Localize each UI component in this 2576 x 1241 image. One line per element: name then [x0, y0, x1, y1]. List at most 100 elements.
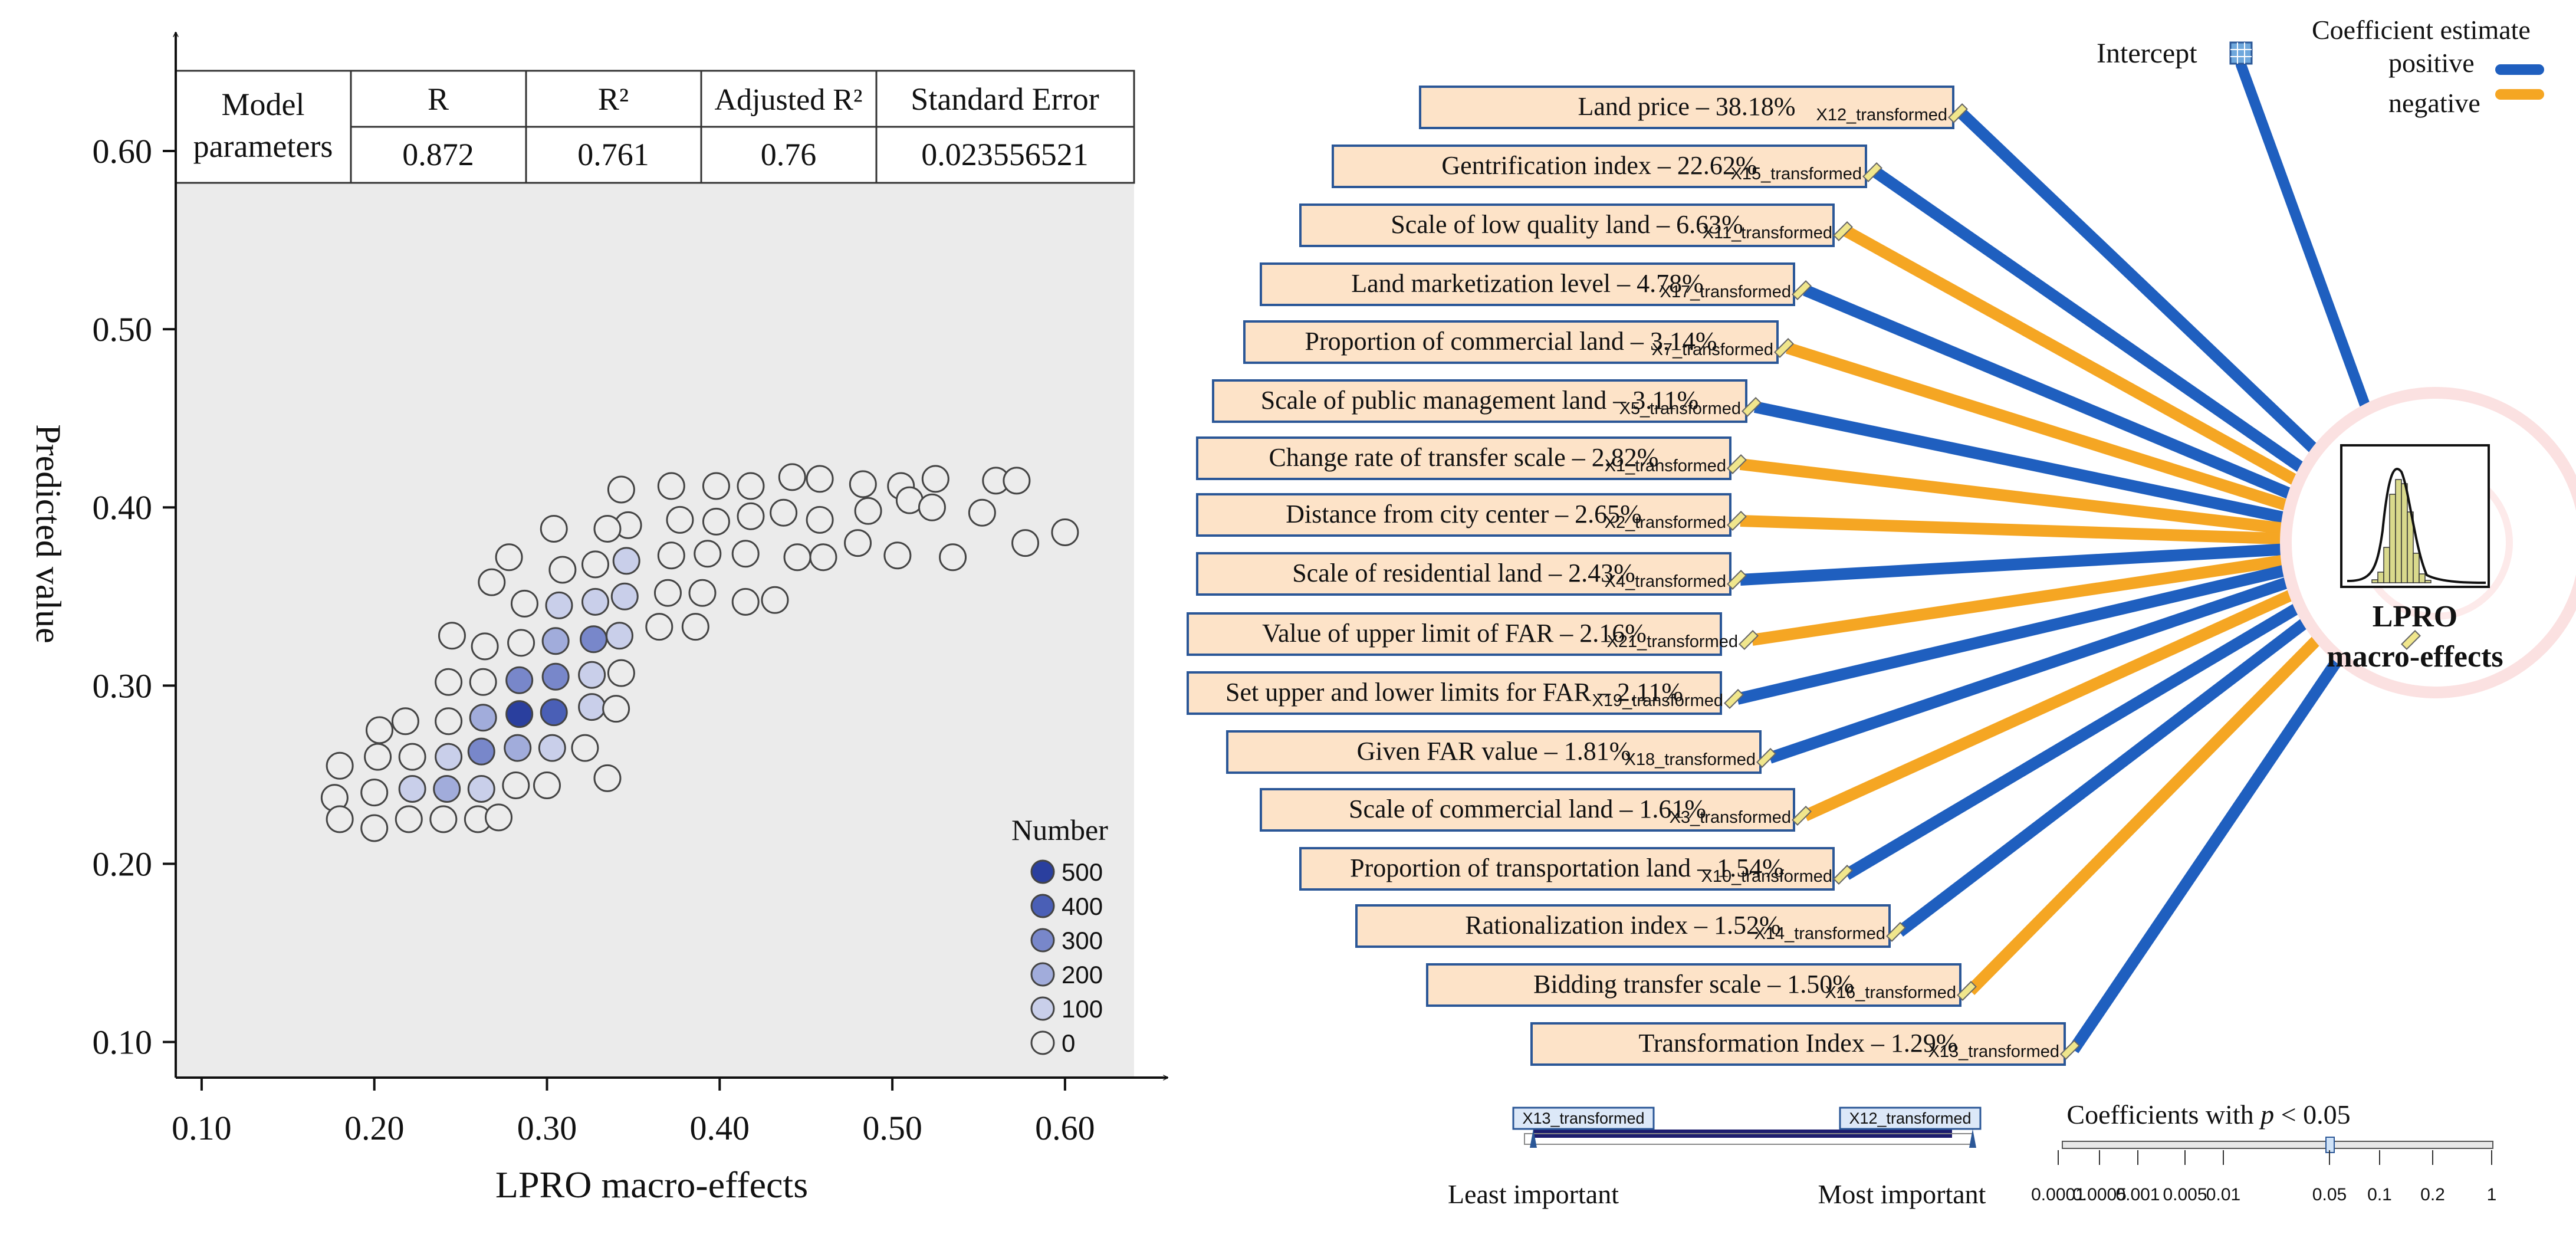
variable-tag: X10_transformed	[1701, 867, 1832, 886]
most-important-pointer	[1969, 1129, 1976, 1148]
scatter-point	[478, 568, 506, 596]
legend-label: 500	[1062, 858, 1103, 886]
importance-bar-label: Land marketization level – 4.78%	[1351, 269, 1703, 298]
importance-bar	[1187, 671, 1722, 715]
histogram-bin	[2424, 580, 2432, 583]
most-important-tag-text: X12_transformed	[1849, 1109, 1971, 1127]
table-header-adjusted-r2: Adjusted R²	[714, 83, 862, 117]
coefficient-spokes	[1736, 60, 2373, 1053]
importance-bar-label: Distance from city center – 2.65%	[1286, 500, 1642, 528]
scatter-point	[502, 771, 530, 800]
ruler-icon	[1886, 922, 1906, 942]
table-value-adjusted-r2: 0.76	[761, 137, 817, 172]
legend-label: 300	[1062, 927, 1103, 954]
scatter-point	[681, 613, 709, 641]
importance-bar-label: Proportion of commercial land – 3.14%	[1305, 327, 1717, 356]
importance-bar-label: Scale of residential land – 2.43%	[1292, 559, 1635, 587]
coefficient-spoke	[1751, 554, 2290, 646]
scatter-point	[593, 514, 622, 543]
x-tick-label: 0.60	[1035, 1109, 1095, 1147]
scatter-point	[1051, 518, 1079, 547]
ruler-icon	[1727, 454, 1747, 474]
importance-bar-label: Proportion of transportation land – 1.54…	[1350, 853, 1784, 882]
scatter-point	[326, 751, 354, 780]
coefficient-spoke	[1740, 515, 2288, 545]
scatter-point	[469, 704, 497, 732]
scatter-point	[783, 543, 811, 572]
ruler-icon	[1833, 221, 1853, 241]
scatter-point	[541, 662, 570, 691]
histogram-bin	[2377, 572, 2384, 583]
variable-tag: X1_transformed	[1605, 457, 1726, 475]
importance-bar-label: Change rate of transfer scale – 2.82%	[1269, 443, 1659, 472]
table-icon	[2229, 41, 2253, 65]
x-ticks: 0.10 0.20 0.30 0.40 0.50 0.60	[172, 1078, 1095, 1147]
table-header-model: Model	[222, 87, 305, 122]
scatter-point	[657, 541, 685, 570]
variable-tag: X12_transformed	[1816, 106, 1947, 124]
p-tick-label: 0.001	[2115, 1185, 2160, 1204]
importance-bar-label: Gentrification index – 22.62%	[1441, 151, 1757, 180]
variable-tag: X4_transformed	[1605, 572, 1726, 591]
intercept-label: Intercept	[2097, 38, 2197, 69]
variable-tag: X14_transformed	[1754, 924, 1885, 943]
y-ticks: 0.10 0.20 0.30 0.40 0.50 0.60	[93, 132, 176, 1062]
scatter-point	[578, 661, 606, 689]
scatter-point	[702, 472, 730, 500]
coefficient-spoke	[1872, 167, 2315, 480]
scatter-point	[505, 700, 534, 728]
variable-tag: X15_transformed	[1731, 165, 1862, 183]
ruler-icon	[1742, 397, 1762, 417]
importance-bar	[1260, 262, 1795, 306]
p-scale-title: Coefficients with p < 0.05	[2066, 1099, 2350, 1130]
scatter-point	[653, 579, 682, 607]
p-tick-label: 0.2	[2420, 1185, 2445, 1204]
coef-legend-negative: negative	[2388, 88, 2480, 118]
legend-label: 100	[1062, 995, 1103, 1023]
scatter-point	[429, 805, 458, 833]
table-value-r2: 0.761	[577, 137, 649, 172]
most-important-tag	[1839, 1107, 1982, 1130]
scatter-point	[548, 556, 577, 584]
p-value-scale: Coefficients with p < 0.05 0.00010.00050…	[2031, 1099, 2496, 1204]
importance-bar	[1243, 320, 1779, 364]
scatter-point	[612, 547, 640, 575]
importance-bar-label: Rationalization index – 1.52%	[1465, 911, 1780, 940]
variable-tag: X3_transformed	[1670, 808, 1791, 827]
scatter-point	[471, 632, 499, 661]
scatter-point	[688, 579, 717, 607]
scatter-points	[320, 463, 1079, 842]
scatter-point	[505, 666, 534, 694]
scatter-point	[467, 775, 495, 803]
scatter-point	[495, 543, 523, 572]
scatter-point	[545, 591, 573, 619]
p-tick-label: 0.005	[2163, 1185, 2207, 1204]
legend-swatch	[1030, 859, 1055, 884]
scatter-point	[939, 543, 967, 572]
scatter-point	[602, 695, 630, 723]
coef-legend-title: Coefficient estimate	[2312, 15, 2531, 45]
y-tick-label: 0.50	[93, 310, 153, 349]
scatter-point	[1003, 467, 1031, 495]
importance-bar-label: Transformation Index – 1.29%	[1639, 1029, 1958, 1058]
x-tick-label: 0.20	[344, 1109, 405, 1147]
scatter-point	[657, 472, 685, 500]
scatter-point	[510, 589, 538, 618]
model-table: Model parameters R R² Adjusted R² Standa…	[175, 70, 1135, 184]
legend-swatch	[1030, 1030, 1055, 1055]
variable-tag: X7_transformed	[1652, 340, 1773, 359]
y-tick-label: 0.20	[93, 845, 153, 883]
histogram-bin	[2401, 483, 2408, 583]
variable-tag: X2_transformed	[1605, 513, 1726, 532]
importance-bar	[1260, 788, 1795, 832]
scatter-point	[694, 540, 722, 568]
histogram-bin	[2389, 494, 2396, 583]
scatter-point	[921, 465, 949, 493]
scatter-point	[806, 465, 834, 493]
ruler-icon	[2060, 1040, 2080, 1060]
scatter-point	[467, 737, 495, 766]
importance-bar	[1212, 379, 1747, 423]
legend-items: 500 400 300 200 100 0	[1030, 858, 1103, 1057]
